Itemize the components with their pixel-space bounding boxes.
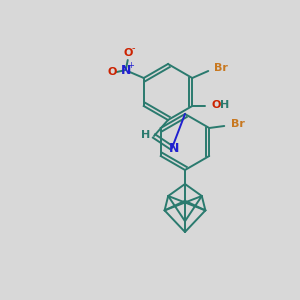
Text: -: - [132,43,136,53]
Text: H: H [141,130,151,140]
Text: +: + [127,61,134,70]
Text: Br: Br [231,119,245,129]
Text: N: N [169,142,179,155]
Text: O: O [123,48,132,58]
Text: Br: Br [214,63,228,73]
Text: H: H [220,100,230,110]
Text: N: N [121,64,131,76]
Text: O: O [211,100,220,110]
Text: O: O [107,67,116,77]
